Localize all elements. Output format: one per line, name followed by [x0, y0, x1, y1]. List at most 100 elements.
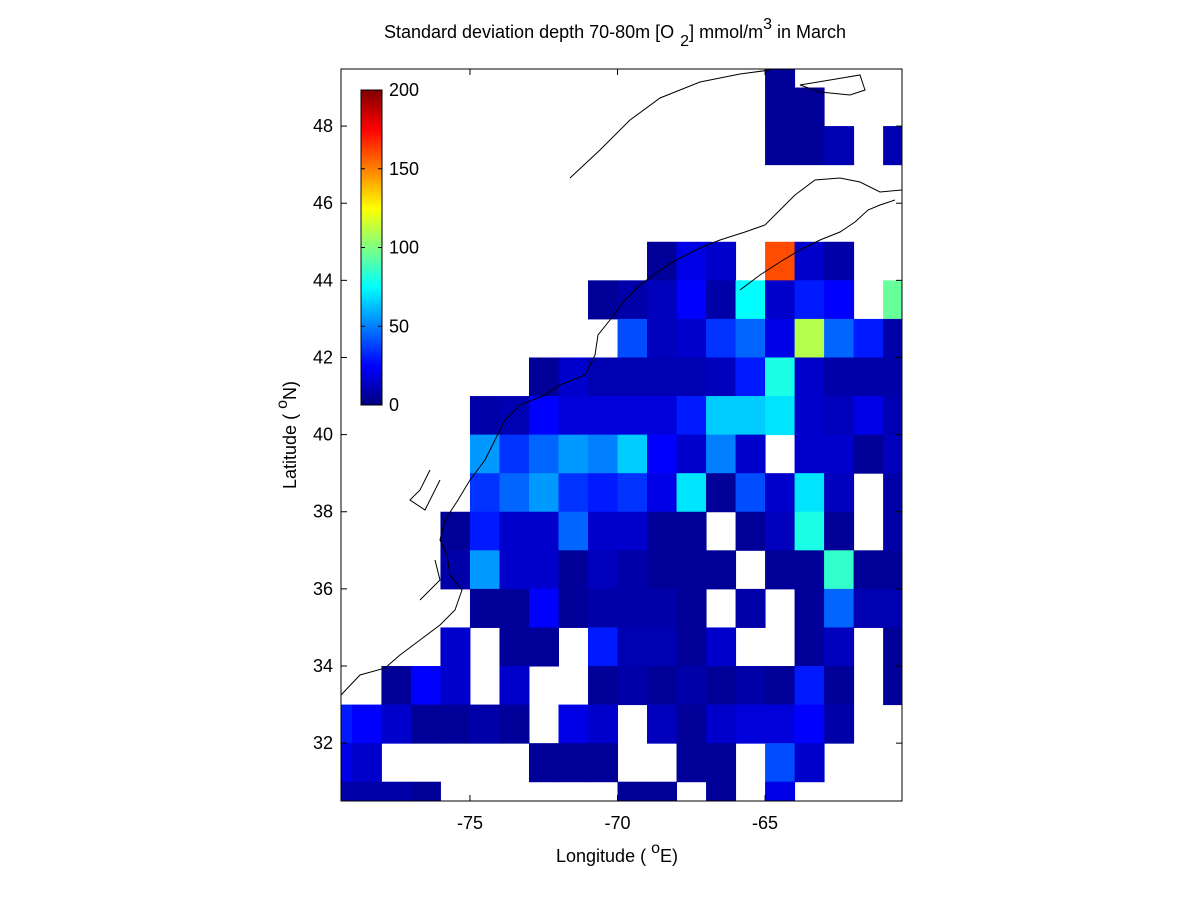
- cell: [558, 473, 589, 513]
- cell: [794, 396, 825, 436]
- cell: [765, 666, 796, 706]
- y-axis-label: Latitude ( oN): [274, 381, 300, 489]
- cell: [824, 318, 855, 358]
- cell: [341, 704, 353, 744]
- cell: [676, 241, 707, 281]
- cell: [765, 396, 796, 436]
- title-sub: 2: [680, 33, 689, 50]
- label-part: N): [280, 381, 300, 400]
- cell: [706, 781, 737, 801]
- cell: [647, 473, 678, 513]
- cell: [794, 241, 825, 281]
- cell: [676, 473, 707, 513]
- cell: [853, 396, 884, 436]
- cell: [499, 666, 530, 706]
- cell: [341, 743, 353, 783]
- cell: [617, 781, 648, 801]
- cell: [765, 241, 796, 281]
- cell: [499, 704, 530, 744]
- cell: [588, 357, 619, 397]
- cell: [528, 588, 559, 628]
- cell: [351, 743, 382, 783]
- cell: [706, 473, 737, 513]
- cell: [588, 550, 619, 590]
- x-axis-label: Longitude ( oE): [556, 840, 678, 866]
- cell: [528, 743, 559, 783]
- cell: [617, 511, 648, 551]
- cell: [824, 396, 855, 436]
- cell: [735, 511, 766, 551]
- cell: [558, 704, 589, 744]
- cell: [794, 280, 825, 320]
- cell: [765, 704, 796, 744]
- title-part: in March: [772, 22, 846, 42]
- cell: [765, 511, 796, 551]
- cell: [647, 280, 678, 320]
- y-tick-label: 44: [313, 270, 333, 290]
- cell: [588, 434, 619, 474]
- cell: [765, 781, 796, 801]
- y-tick-label: 36: [313, 579, 333, 599]
- cell: [499, 511, 530, 551]
- cell: [824, 627, 855, 667]
- cell: [676, 743, 707, 783]
- label-part: Latitude (: [280, 409, 300, 489]
- cell: [735, 666, 766, 706]
- cell: [676, 434, 707, 474]
- y-tick-label: 40: [313, 425, 333, 445]
- cell: [824, 434, 855, 474]
- cell: [528, 434, 559, 474]
- cell: [647, 550, 678, 590]
- cell: [794, 666, 825, 706]
- cell: [883, 396, 902, 436]
- cell: [469, 511, 500, 551]
- colorbar-tick-label: 100: [389, 238, 419, 258]
- x-tick-label: -75: [457, 813, 483, 833]
- cell: [794, 434, 825, 474]
- label-part: E): [660, 846, 678, 866]
- cell: [588, 627, 619, 667]
- cell: [883, 357, 902, 397]
- cell: [588, 473, 619, 513]
- cell: [883, 627, 902, 667]
- cell: [440, 704, 471, 744]
- cell: [558, 434, 589, 474]
- cell: [528, 511, 559, 551]
- cell: [647, 357, 678, 397]
- cell: [558, 511, 589, 551]
- cell: [765, 357, 796, 397]
- cell: [676, 588, 707, 628]
- cell: [706, 241, 737, 281]
- title-sup: 3: [763, 16, 772, 33]
- cell: [558, 743, 589, 783]
- cell: [617, 396, 648, 436]
- cell: [410, 781, 441, 801]
- cell: [853, 357, 884, 397]
- cell: [883, 588, 902, 628]
- cell: [824, 704, 855, 744]
- cell: [735, 704, 766, 744]
- cell: [706, 396, 737, 436]
- cell: [351, 704, 382, 744]
- cell: [617, 550, 648, 590]
- cell: [765, 126, 796, 166]
- cell: [735, 588, 766, 628]
- cell: [824, 241, 855, 281]
- coastline: [341, 69, 902, 696]
- cell: [499, 396, 530, 436]
- y-tick-label: 48: [313, 116, 333, 136]
- cell: [617, 434, 648, 474]
- cell: [617, 666, 648, 706]
- cell: [647, 318, 678, 358]
- cell: [647, 396, 678, 436]
- cell: [617, 280, 648, 320]
- cell: [528, 473, 559, 513]
- cell: [824, 588, 855, 628]
- cell: [765, 473, 796, 513]
- cell: [794, 87, 825, 127]
- cell: [824, 550, 855, 590]
- cell: [706, 743, 737, 783]
- cell: [794, 473, 825, 513]
- cell: [824, 511, 855, 551]
